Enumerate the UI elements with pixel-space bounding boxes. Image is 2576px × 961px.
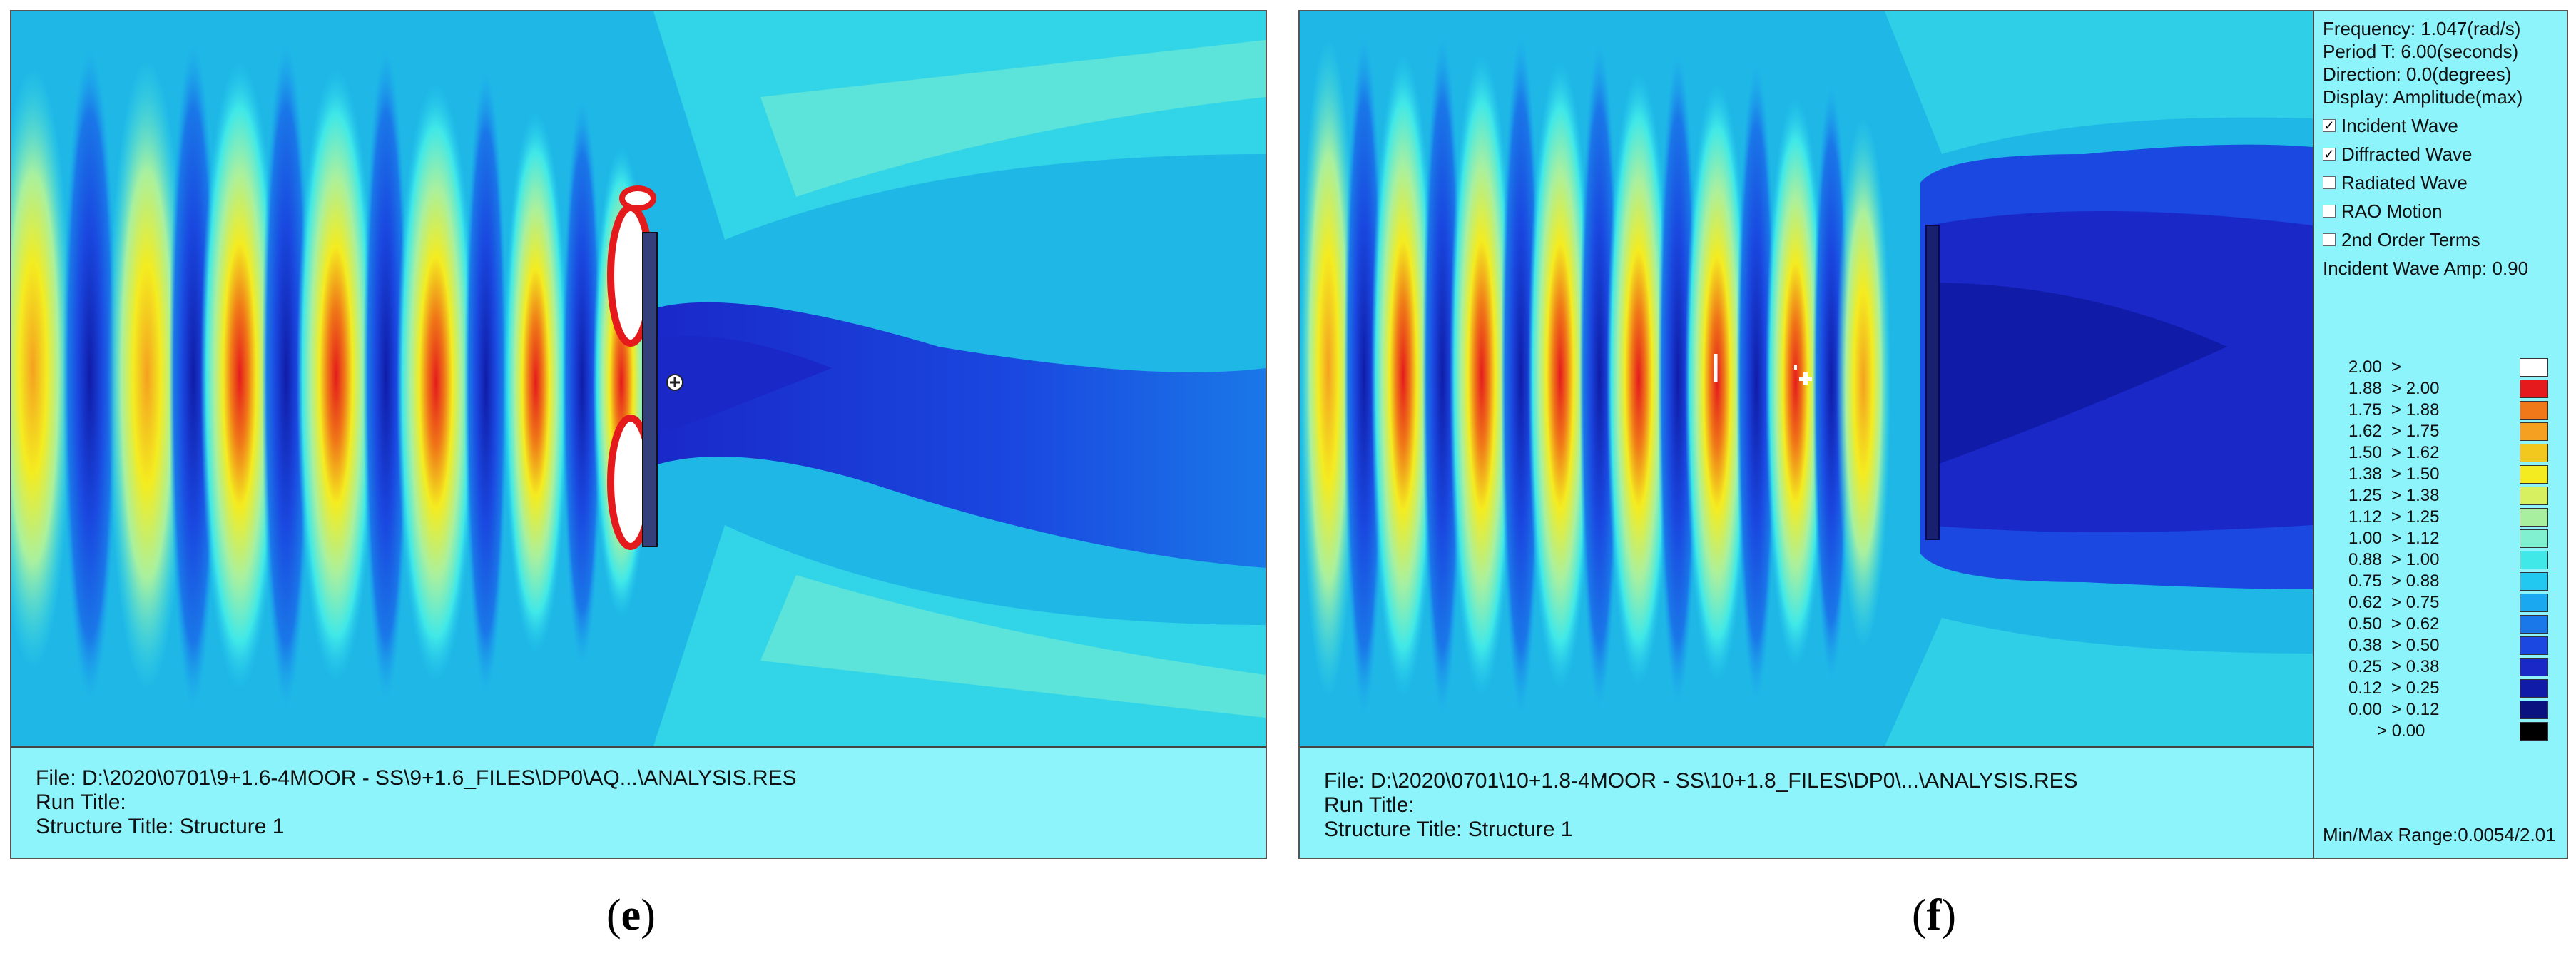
- min-max-range-label: Min/Max Range:0.0054/2.01: [2323, 824, 2556, 845]
- checkbox-label: Diffracted Wave: [2341, 143, 2473, 165]
- legend-row: 1.12 > 1.25: [2348, 507, 2562, 528]
- legend-swatch: [2520, 508, 2548, 527]
- structure-title-label: Structure Title: Structure 1: [36, 815, 285, 838]
- file-path-label: File: D:\2020\0701\10+1.8-4MOOR - SS\10+…: [1324, 769, 2078, 793]
- legend-row: 0.12 > 0.25: [2348, 678, 2562, 699]
- legend-swatch: [2520, 636, 2548, 655]
- contour-window-f: File: D:\2020\0701\10+1.8-4MOOR - SS\10+…: [1298, 10, 2568, 859]
- legend-swatch: [2520, 465, 2548, 484]
- wave-amplitude-plot-f[interactable]: [1300, 11, 2313, 858]
- radiated-wave-checkbox[interactable]: Radiated Wave: [2323, 171, 2567, 194]
- caption-f: (f): [1912, 890, 1956, 941]
- legend-swatch: [2520, 358, 2548, 377]
- legend-row: 0.50 > 0.62: [2348, 614, 2562, 635]
- caption-letter: f: [1926, 891, 1942, 940]
- legend-swatch: [2520, 529, 2548, 548]
- legend-swatch: [2520, 701, 2548, 719]
- legend-row: 1.25 > 1.38: [2348, 485, 2562, 507]
- legend-row: 0.75 > 0.88: [2348, 571, 2562, 592]
- legend-row: 1.38 > 1.50: [2348, 464, 2562, 485]
- checkbox-label: RAO Motion: [2341, 200, 2443, 222]
- legend-label: 0.75 > 0.88: [2348, 571, 2440, 591]
- legend-label: 0.50 > 0.62: [2348, 614, 2440, 634]
- legend-label: > 0.00: [2348, 721, 2425, 741]
- contour-window-e: File: D:\2020\0701\9+1.6-4MOOR - SS\9+1.…: [10, 10, 1267, 859]
- incident-wave-checkbox[interactable]: ✓ Incident Wave: [2323, 114, 2567, 137]
- second-order-terms-checkbox[interactable]: 2nd Order Terms: [2323, 228, 2567, 251]
- legend-swatch: [2520, 444, 2548, 462]
- legend-swatch: [2520, 487, 2548, 505]
- legend-label: 1.88 > 2.00: [2348, 379, 2440, 398]
- legend-label: 1.38 > 1.50: [2348, 464, 2440, 484]
- legend-row: 1.50 > 1.62: [2348, 442, 2562, 464]
- legend-swatch: [2520, 615, 2548, 634]
- legend-swatch: [2520, 401, 2548, 420]
- legend-row: 1.00 > 1.12: [2348, 528, 2562, 549]
- legend-label: 0.00 > 0.12: [2348, 700, 2440, 719]
- file-info-panel-f: File: D:\2020\0701\10+1.8-4MOOR - SS\10+…: [1300, 746, 2313, 858]
- legend-label: 0.12 > 0.25: [2348, 678, 2440, 698]
- checkbox-unchecked-icon[interactable]: [2323, 233, 2336, 246]
- run-title-label: Run Title:: [36, 790, 126, 814]
- caption-close-paren: ): [641, 891, 656, 940]
- legend-swatch: [2520, 422, 2548, 441]
- incident-wave-amp-label: Incident Wave Amp: 0.90: [2323, 258, 2529, 279]
- direction-label: Direction: 0.0(degrees): [2323, 63, 2512, 85]
- legend-row: 0.62 > 0.75: [2348, 592, 2562, 614]
- legend-label: 1.62 > 1.75: [2348, 422, 2440, 441]
- checkbox-unchecked-icon[interactable]: [2323, 205, 2336, 218]
- checkbox-label: Incident Wave: [2341, 115, 2458, 136]
- legend-row: 2.00 >: [2348, 357, 2562, 378]
- legend-swatch: [2520, 380, 2548, 398]
- period-label: Period T: 6.00(seconds): [2323, 41, 2519, 62]
- legend-row: 1.88 > 2.00: [2348, 378, 2562, 400]
- checkbox-checked-icon[interactable]: ✓: [2323, 118, 2336, 133]
- checkbox-label: 2nd Order Terms: [2341, 229, 2480, 250]
- legend-label: 1.75 > 1.88: [2348, 400, 2440, 420]
- frequency-label: Frequency: 1.047(rad/s): [2323, 18, 2521, 39]
- legend-row: 0.25 > 0.38: [2348, 656, 2562, 678]
- legend-label: 1.25 > 1.38: [2348, 486, 2440, 505]
- legend-swatch: [2520, 594, 2548, 612]
- legend-swatch: [2520, 658, 2548, 676]
- legend-swatch: [2520, 722, 2548, 741]
- caption-open-paren: (: [1912, 891, 1927, 940]
- legend-label: 0.88 > 1.00: [2348, 550, 2440, 569]
- legend-swatch: [2520, 551, 2548, 569]
- legend-swatch: [2520, 572, 2548, 591]
- rao-motion-checkbox[interactable]: RAO Motion: [2323, 200, 2567, 223]
- legend-row: 0.00 > 0.12: [2348, 699, 2562, 721]
- file-path-label: File: D:\2020\0701\9+1.6-4MOOR - SS\9+1.…: [36, 766, 797, 790]
- legend-label: 0.62 > 0.75: [2348, 593, 2440, 612]
- legend-label: 2.00 >: [2348, 357, 2402, 377]
- caption-close-paren: ): [1941, 891, 1956, 940]
- caption-e: (e): [606, 890, 656, 941]
- legend-label: 1.12 > 1.25: [2348, 507, 2440, 527]
- checkbox-unchecked-icon[interactable]: [2323, 176, 2336, 189]
- legend-label: 0.38 > 0.50: [2348, 636, 2440, 655]
- checkbox-checked-icon[interactable]: ✓: [2323, 147, 2336, 161]
- legend-row: 1.75 > 1.88: [2348, 400, 2562, 421]
- legend-row: 0.88 > 1.00: [2348, 549, 2562, 571]
- diffracted-wave-checkbox[interactable]: ✓ Diffracted Wave: [2323, 143, 2567, 166]
- structure-title-label: Structure Title: Structure 1: [1324, 818, 1573, 841]
- legend-row: > 0.00: [2348, 721, 2562, 742]
- legend-label: 1.50 > 1.62: [2348, 443, 2440, 462]
- file-info-panel-e: File: D:\2020\0701\9+1.6-4MOOR - SS\9+1.…: [11, 746, 1266, 858]
- legend-row: 0.38 > 0.50: [2348, 635, 2562, 656]
- checkbox-label: Radiated Wave: [2341, 172, 2468, 193]
- legend-swatch: [2520, 679, 2548, 698]
- caption-open-paren: (: [606, 891, 621, 940]
- caption-letter: e: [621, 891, 641, 940]
- legend-row: 1.62 > 1.75: [2348, 421, 2562, 442]
- run-title-label: Run Title:: [1324, 793, 1415, 817]
- display-mode-label: Display: Amplitude(max): [2323, 86, 2523, 108]
- legend-label: 1.00 > 1.12: [2348, 529, 2440, 548]
- legend-label: 0.25 > 0.38: [2348, 657, 2440, 676]
- display-settings-sidebar: Frequency: 1.047(rad/s) Period T: 6.00(s…: [2313, 11, 2567, 858]
- wave-amplitude-plot-e[interactable]: [11, 11, 1266, 746]
